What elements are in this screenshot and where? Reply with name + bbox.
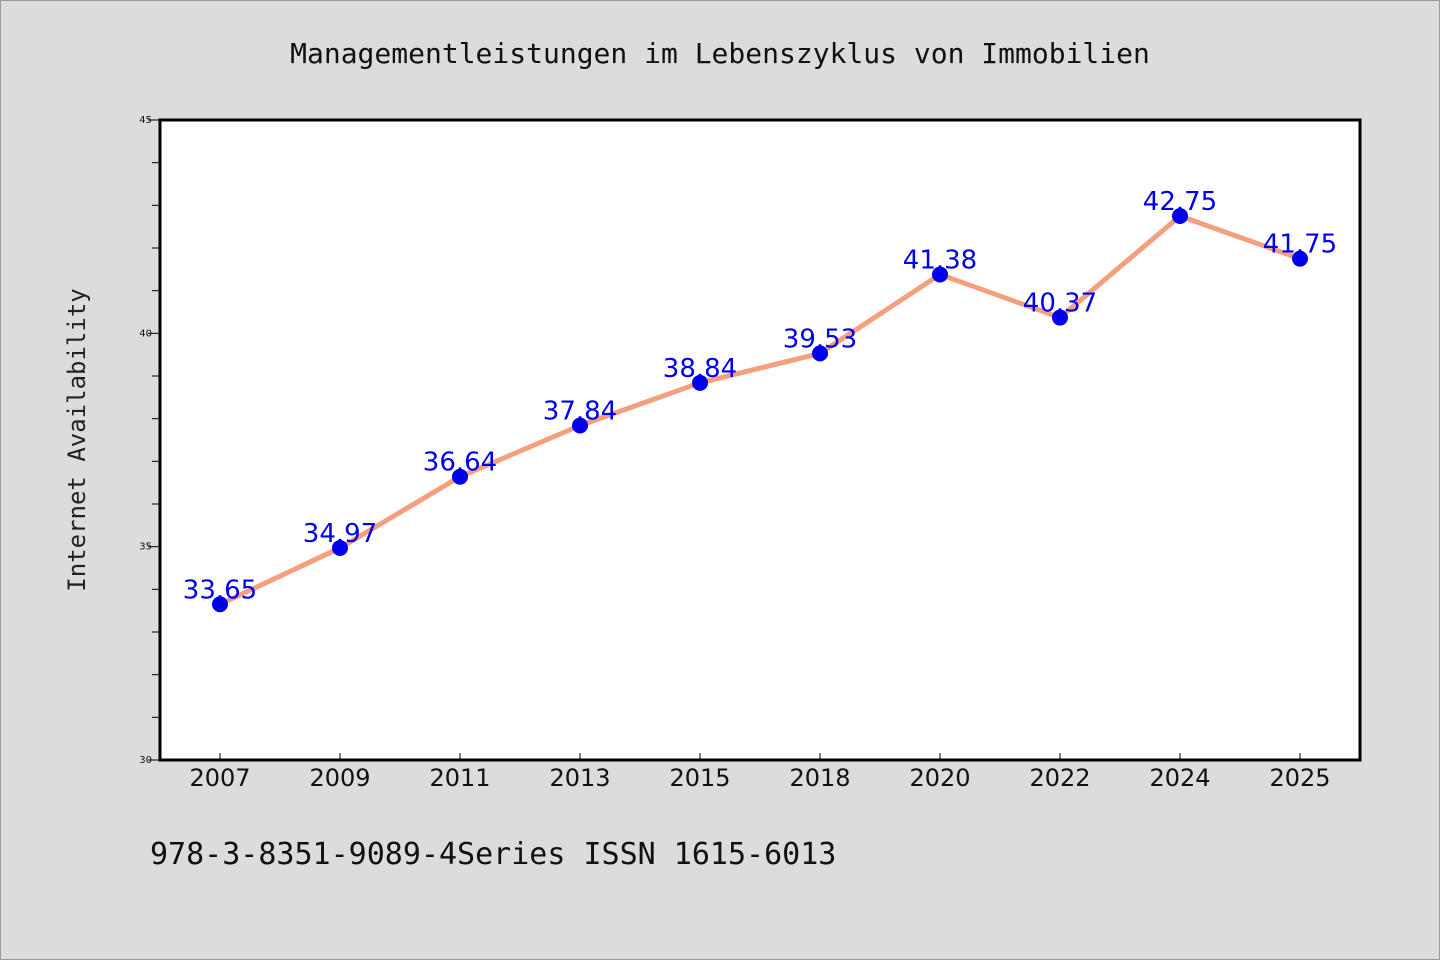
data-point	[932, 266, 948, 283]
x-tick-label: 2007	[189, 764, 250, 792]
data-label: 42.75	[1143, 187, 1217, 217]
x-tick-label: 2011	[429, 764, 490, 792]
plot-area	[158, 118, 1362, 762]
x-tick-label: 2018	[789, 764, 850, 792]
data-label: 40.37	[1023, 289, 1097, 319]
data-label: 34.97	[303, 519, 377, 549]
chart-title: Managementleistungen im Lebenszyklus von…	[290, 37, 1150, 70]
data-label: 41.75	[1263, 230, 1337, 260]
data-label: 33.65	[183, 575, 257, 605]
x-tick-label: 2022	[1029, 764, 1090, 792]
data-point	[1292, 250, 1308, 267]
data-point	[212, 596, 228, 613]
data-label: 39.53	[783, 324, 857, 354]
x-tick-label: 2025	[1269, 764, 1330, 792]
data-point	[452, 468, 468, 485]
data-point	[572, 417, 588, 434]
data-point	[1172, 208, 1188, 224]
data-point	[692, 374, 708, 391]
x-axis: 2007 2009 2011 2013 2015 2018 2020 2022 2024 2025	[189, 753, 1331, 792]
data-label: 36.64	[423, 448, 497, 478]
data-point	[332, 539, 348, 556]
y-tick-label: 45	[139, 115, 152, 126]
data-point	[1052, 309, 1068, 326]
x-tick-label: 2024	[1149, 764, 1210, 792]
footer-isbn-text: 978-3-8351-9089-4Series ISSN 1615-6013	[150, 837, 836, 872]
series-line	[217, 213, 1303, 607]
x-tick-label: 2013	[549, 764, 610, 792]
data-point	[812, 345, 828, 362]
data-label: 38.84	[663, 354, 737, 384]
y-axis: 30 35 40 45	[139, 115, 160, 766]
data-label: 41.38	[903, 245, 977, 275]
y-tick-label: 40	[139, 328, 152, 339]
y-tick-label: 35	[139, 542, 152, 553]
x-tick-label: 2009	[309, 764, 370, 792]
y-tick-label: 30	[139, 755, 152, 766]
x-tick-label: 2020	[909, 764, 970, 792]
x-tick-label: 2015	[669, 764, 730, 792]
data-label: 37.84	[543, 396, 617, 426]
series-layer: 33.65 34.97 36.64 37.84 38.84 39.53 41.38 40.37…	[183, 187, 1337, 613]
y-axis-label: Internet Availability	[63, 288, 91, 591]
